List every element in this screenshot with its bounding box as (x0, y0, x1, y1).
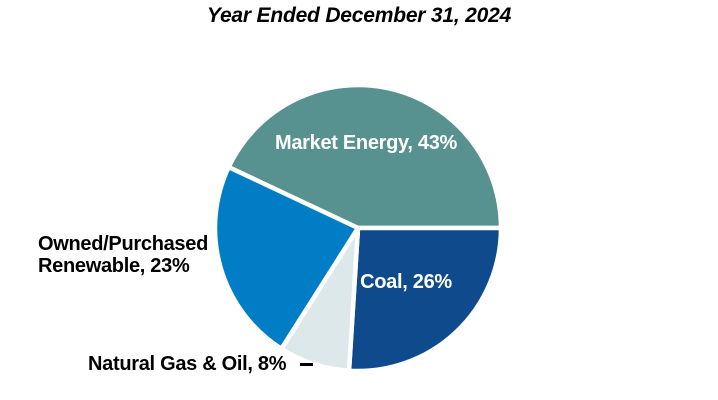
pie-slice-owned-purchased-renewable (212, 164, 361, 351)
chart-title: Year Ended December 31, 2024 (206, 4, 512, 27)
pie-slice-coal (346, 225, 504, 374)
label-line-1: Owned/Purchased (38, 233, 208, 255)
label-line-2: Renewable, 23% (38, 255, 190, 277)
slice-label-owned-purchased-renewable: Owned/Purchased Renewable, 23% (38, 233, 208, 277)
natural-gas-callout-dash (300, 363, 313, 366)
slice-label-coal: Coal, 26% (360, 271, 452, 293)
slice-label-market-energy: Market Energy, 43% (274, 132, 458, 154)
pie-slice-market-energy (226, 82, 504, 231)
slice-label-natural-gas-oil: Natural Gas & Oil, 8% (88, 353, 287, 375)
